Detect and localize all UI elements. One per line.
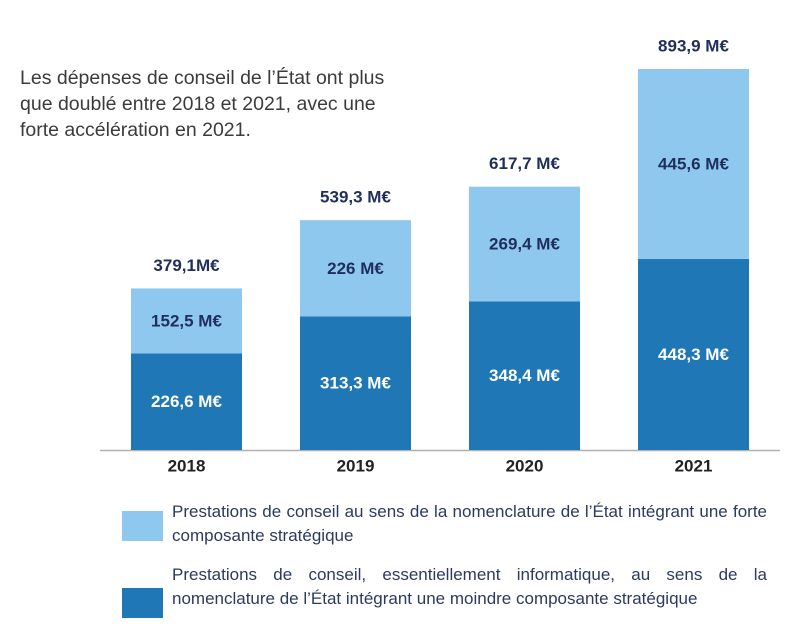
legend-entry: Prestations de conseil au sens de la nom… (172, 502, 767, 545)
legend-swatch (122, 511, 163, 541)
value-label: 152,5 M€ (151, 311, 222, 330)
bar-segment (638, 258, 749, 450)
total-label: 893,9 M€ (658, 36, 729, 55)
x-tick-label: 2018 (168, 456, 206, 475)
total-label: 617,7 M€ (489, 154, 560, 173)
total-label: 379,1M€ (153, 256, 220, 275)
title-line: que doublé entre 2018 et 2021, avec une (20, 93, 376, 115)
value-label: 448,3 M€ (658, 345, 729, 364)
x-tick-label: 2021 (675, 456, 713, 475)
bar-segment (300, 316, 411, 450)
bar-segment (131, 288, 242, 354)
value-label: 226,6 M€ (151, 392, 222, 411)
value-label: 445,6 M€ (658, 154, 729, 173)
bar-segment (469, 186, 580, 302)
value-label: 269,4 M€ (489, 235, 560, 254)
value-label: 348,4 M€ (489, 366, 560, 385)
bar-segment (469, 301, 580, 450)
legend-entry: Prestations de conseil, essentiellement … (172, 565, 767, 608)
bar-segment (638, 69, 749, 259)
bar-segment (300, 220, 411, 317)
title-line: forte accélération en 2021. (20, 119, 251, 141)
x-tick-label: 2019 (337, 456, 375, 475)
bar-segment (131, 353, 242, 450)
title-line: Les dépenses de conseil de l’État ont pl… (20, 66, 384, 89)
value-label: 313,3 M€ (320, 374, 391, 393)
legend-swatch (122, 588, 163, 618)
value-label: 226 M€ (327, 259, 384, 278)
total-label: 539,3 M€ (320, 188, 391, 207)
x-tick-label: 2020 (506, 456, 544, 475)
